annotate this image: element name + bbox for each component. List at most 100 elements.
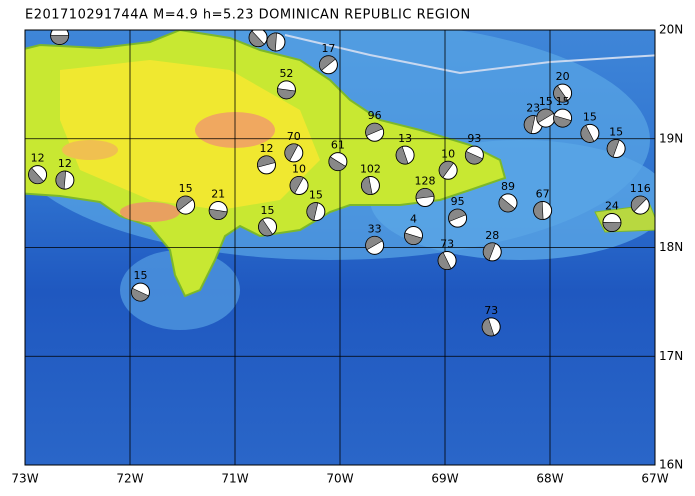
x-tick-label: 71W [221,472,248,486]
beachball [318,55,338,75]
beachball [50,30,70,45]
event-depth-label: 95 [451,195,465,208]
beachball-compression [365,236,383,251]
beachball-compression [465,151,484,165]
event-depth-label: 15 [609,126,623,139]
beachball-compression [258,218,273,237]
beachball-compression [361,176,373,195]
event-depth-label: 33 [368,222,382,235]
beachball-compression [176,195,194,212]
beachball [131,282,150,302]
beachball [276,80,296,100]
event-depth-label: 70 [287,130,301,143]
beachball [630,195,650,215]
y-tick-label: 18N [659,240,683,254]
y-tick-label: 16N [659,458,683,472]
beachball-compression [28,167,45,184]
beachball-compression [284,143,299,162]
beachball-compression [289,176,304,194]
beachball-compression [631,195,647,212]
event-depth-label: 128 [415,174,436,187]
beachball [28,165,48,185]
beachball-compression [306,202,319,221]
beachball-compression [523,115,536,134]
event-depth-label: 10 [441,147,455,160]
beachball [365,122,385,142]
beachball-compression [553,85,569,103]
beachball-compression [50,35,69,45]
map-frame [24,29,656,466]
event-depth-label: 4 [410,213,417,226]
highland [60,60,320,210]
y-tick-label: 19N [659,131,683,145]
beachball [289,176,309,196]
beachball-compression [319,55,336,71]
beachball-compression [395,146,409,165]
beachball [606,139,626,159]
beachball [306,202,326,222]
beachball-compression [553,115,572,128]
beachball-compression [248,30,265,47]
beachball-compression [328,156,346,171]
mountain [120,202,180,222]
beachball [533,201,553,221]
event-depth-label: 15 [539,95,553,108]
event-depth-label: 17 [321,42,335,55]
event-depth-label: 15 [179,182,193,195]
event-depth-label: 15 [583,110,597,123]
beachball [360,176,380,196]
beachball-compression [448,208,467,222]
beachball [328,152,348,172]
beachball [553,108,573,128]
grid [25,30,655,465]
beachball-compression [606,139,620,158]
beachball [481,317,501,337]
beachball-compression [533,201,544,220]
beachball [258,217,278,237]
beachball [248,30,268,48]
beachball-compression [602,222,622,232]
beachball-compression [131,287,150,302]
event-depth-label: 23 [526,102,540,115]
beachball [176,195,196,215]
beachball [482,242,502,262]
y-tick-label: 20N [659,23,683,37]
beachball [464,145,484,165]
beachball [257,155,276,175]
beachball [55,170,75,190]
event-depth-label: 28 [485,229,499,242]
x-tick-label: 67W [641,472,668,486]
event-depth-label: 15 [309,189,323,202]
beachball-compression [55,170,67,190]
event-depth-label: 67 [536,188,550,201]
x-tick-label: 69W [431,472,458,486]
event-depth-label: 13 [398,132,412,145]
beachball-compression [437,252,452,270]
event-depth-label: 15 [556,95,570,108]
beachball [536,108,556,128]
event-depth-label: 89 [501,180,515,193]
event-depth-label: 15 [134,269,148,282]
event-depth-label: 73 [440,238,454,251]
event-depth-label: 15 [261,204,275,217]
trench-line [284,34,655,75]
beachball-compression [404,232,423,245]
event-depth-label: 102 [360,163,381,176]
event-depth-label: 73 [484,304,498,317]
x-tick-label: 68W [536,472,563,486]
y-tick-label: 17N [659,349,683,363]
event-depth-label: 12 [260,142,274,155]
event-depth-label: 20 [556,70,570,83]
beachball [365,235,385,255]
beachball-compression [365,122,384,137]
event-depth-label: 21 [211,188,225,201]
beachball [395,145,415,165]
beachball [437,251,457,271]
event-depth-label: 10 [292,163,306,176]
x-tick-label: 73W [11,472,38,486]
beachball [266,32,286,52]
tick-labels: 73W 72W 71W 70W 69W 68W 67W 20N 19N 18N 17N 16N [11,23,683,486]
beachball-compression [266,32,277,52]
